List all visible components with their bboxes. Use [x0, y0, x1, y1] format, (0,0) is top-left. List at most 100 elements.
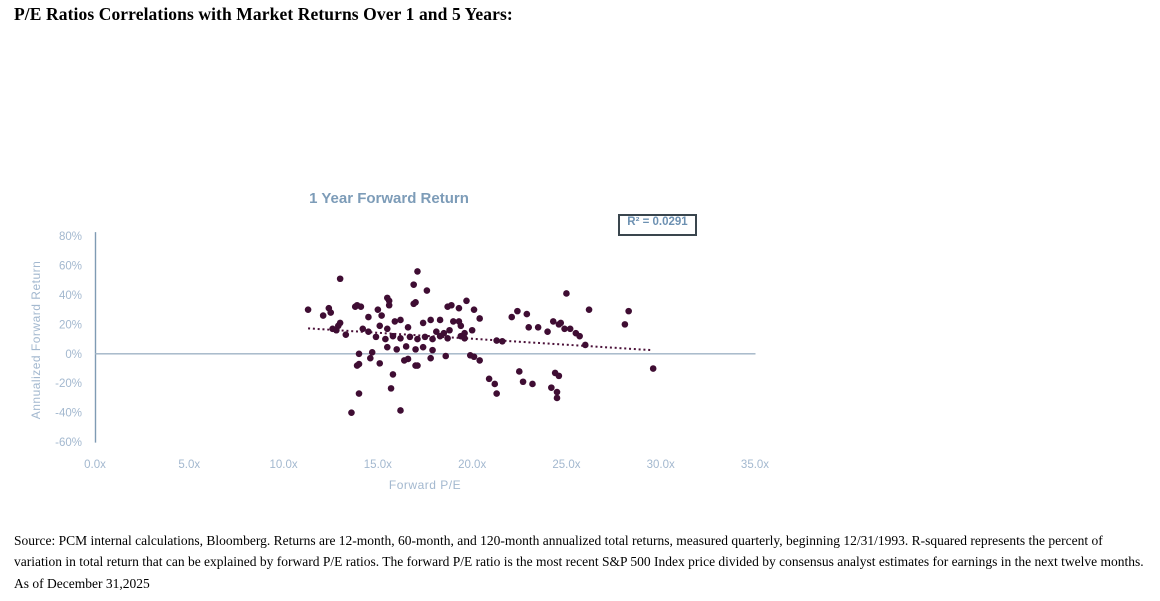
x-tick-label: 20.0x — [458, 459, 486, 471]
scatter-point — [463, 297, 470, 305]
scatter-point — [406, 333, 414, 341]
scatter-point — [421, 333, 429, 341]
page-title: P/E Ratios Correlations with Market Retu… — [14, 4, 513, 24]
scatter-point — [357, 303, 365, 311]
scatter-point — [514, 307, 521, 315]
y-tick-label: 80% — [59, 231, 82, 243]
scatter-point — [429, 346, 436, 354]
scatter-point — [553, 394, 561, 402]
scatter-point — [391, 318, 399, 325]
scatter-point — [368, 349, 376, 356]
x-axis-title: Forward P/E — [389, 478, 461, 492]
scatter-point — [397, 407, 404, 414]
scatter-point — [485, 375, 493, 383]
x-tick-label: 0.0x — [84, 459, 106, 471]
scatter-point — [348, 409, 355, 416]
scatter-point — [544, 328, 551, 336]
x-tick-label: 30.0x — [647, 459, 675, 471]
scatter-point — [433, 328, 440, 336]
scatter-point — [457, 322, 465, 330]
scatter-point — [376, 322, 384, 330]
scatter-point — [419, 319, 427, 327]
scatter-point — [470, 353, 478, 361]
scatter-point — [365, 313, 372, 321]
y-tick-label: -60% — [55, 437, 82, 449]
trendline — [308, 327, 652, 352]
scatter-point — [336, 319, 344, 327]
scatter-point — [336, 275, 344, 283]
scatter-point — [374, 306, 382, 313]
scatter-point — [563, 290, 570, 297]
scatter-point — [440, 329, 448, 337]
scatter-point — [414, 362, 421, 369]
y-tick-label: 40% — [59, 290, 82, 302]
source-note: Source: PCM internal calculations, Bloom… — [14, 533, 1144, 591]
scatter-point — [461, 335, 468, 342]
scatter-point — [442, 352, 450, 360]
scatter-point — [372, 333, 380, 341]
scatter-point — [419, 343, 427, 351]
scatter-point — [519, 378, 527, 386]
scatter-point — [382, 335, 389, 343]
scatter-point — [555, 372, 563, 380]
scatter-point — [389, 371, 397, 378]
scatter-point — [548, 384, 555, 391]
x-tick-label: 25.0x — [552, 459, 580, 471]
scatter-point — [429, 335, 436, 343]
scatter-point — [393, 346, 401, 353]
scatter-point — [436, 316, 444, 324]
x-tick-label: 35.0x — [741, 459, 769, 471]
scatter-point — [448, 301, 455, 309]
scatter-point — [561, 325, 568, 333]
x-tick-label: 5.0x — [178, 459, 200, 471]
scatter-point — [621, 321, 629, 328]
scatter-point — [534, 324, 542, 331]
scatter-point — [427, 316, 434, 324]
scatter-point — [355, 350, 363, 358]
scatter-point — [385, 301, 393, 309]
chart-title: 1 Year Forward Return — [309, 190, 469, 207]
y-axis-title: Annualized Forward Return — [29, 261, 43, 420]
scatter-point — [397, 335, 404, 342]
scatter-point — [383, 343, 391, 351]
scatter-point — [397, 316, 404, 324]
scatter-point — [449, 318, 457, 325]
y-tick-label: 20% — [59, 319, 82, 331]
scatter-point — [423, 287, 431, 294]
scatter-point — [523, 310, 531, 318]
scatter-point — [387, 385, 395, 392]
scatter-point — [412, 299, 419, 306]
scatter-point — [446, 326, 453, 334]
scatter-point — [365, 328, 372, 336]
scatter-point — [553, 388, 561, 396]
scatter-point — [427, 354, 434, 362]
scatter-point — [342, 331, 350, 338]
scatter-point — [491, 380, 499, 388]
scatter-point — [404, 324, 412, 331]
scatter-point — [359, 325, 367, 333]
scatter-point — [499, 337, 506, 345]
scatter-point — [410, 281, 417, 288]
scatter-point — [549, 318, 557, 325]
scatter-point — [515, 368, 523, 375]
scatter-point — [402, 343, 410, 350]
scatter-point — [493, 390, 500, 397]
scatter-point — [304, 306, 312, 313]
scatter-point — [327, 309, 335, 316]
r-squared-badge: R² = 0.0291 — [618, 214, 697, 236]
x-tick-label: 15.0x — [364, 459, 392, 471]
scatter-point — [414, 335, 421, 343]
scatter-point — [319, 312, 327, 319]
scatter-point — [476, 357, 483, 364]
scatter-point — [355, 390, 363, 397]
scatter-point — [566, 325, 574, 333]
scatter-point — [468, 326, 476, 334]
scatter-point — [557, 319, 565, 327]
scatter-point — [581, 341, 589, 349]
scatter-point — [355, 360, 363, 368]
y-tick-label: 0% — [65, 349, 82, 361]
scatter-point — [414, 268, 421, 275]
scatter-point — [404, 355, 412, 363]
